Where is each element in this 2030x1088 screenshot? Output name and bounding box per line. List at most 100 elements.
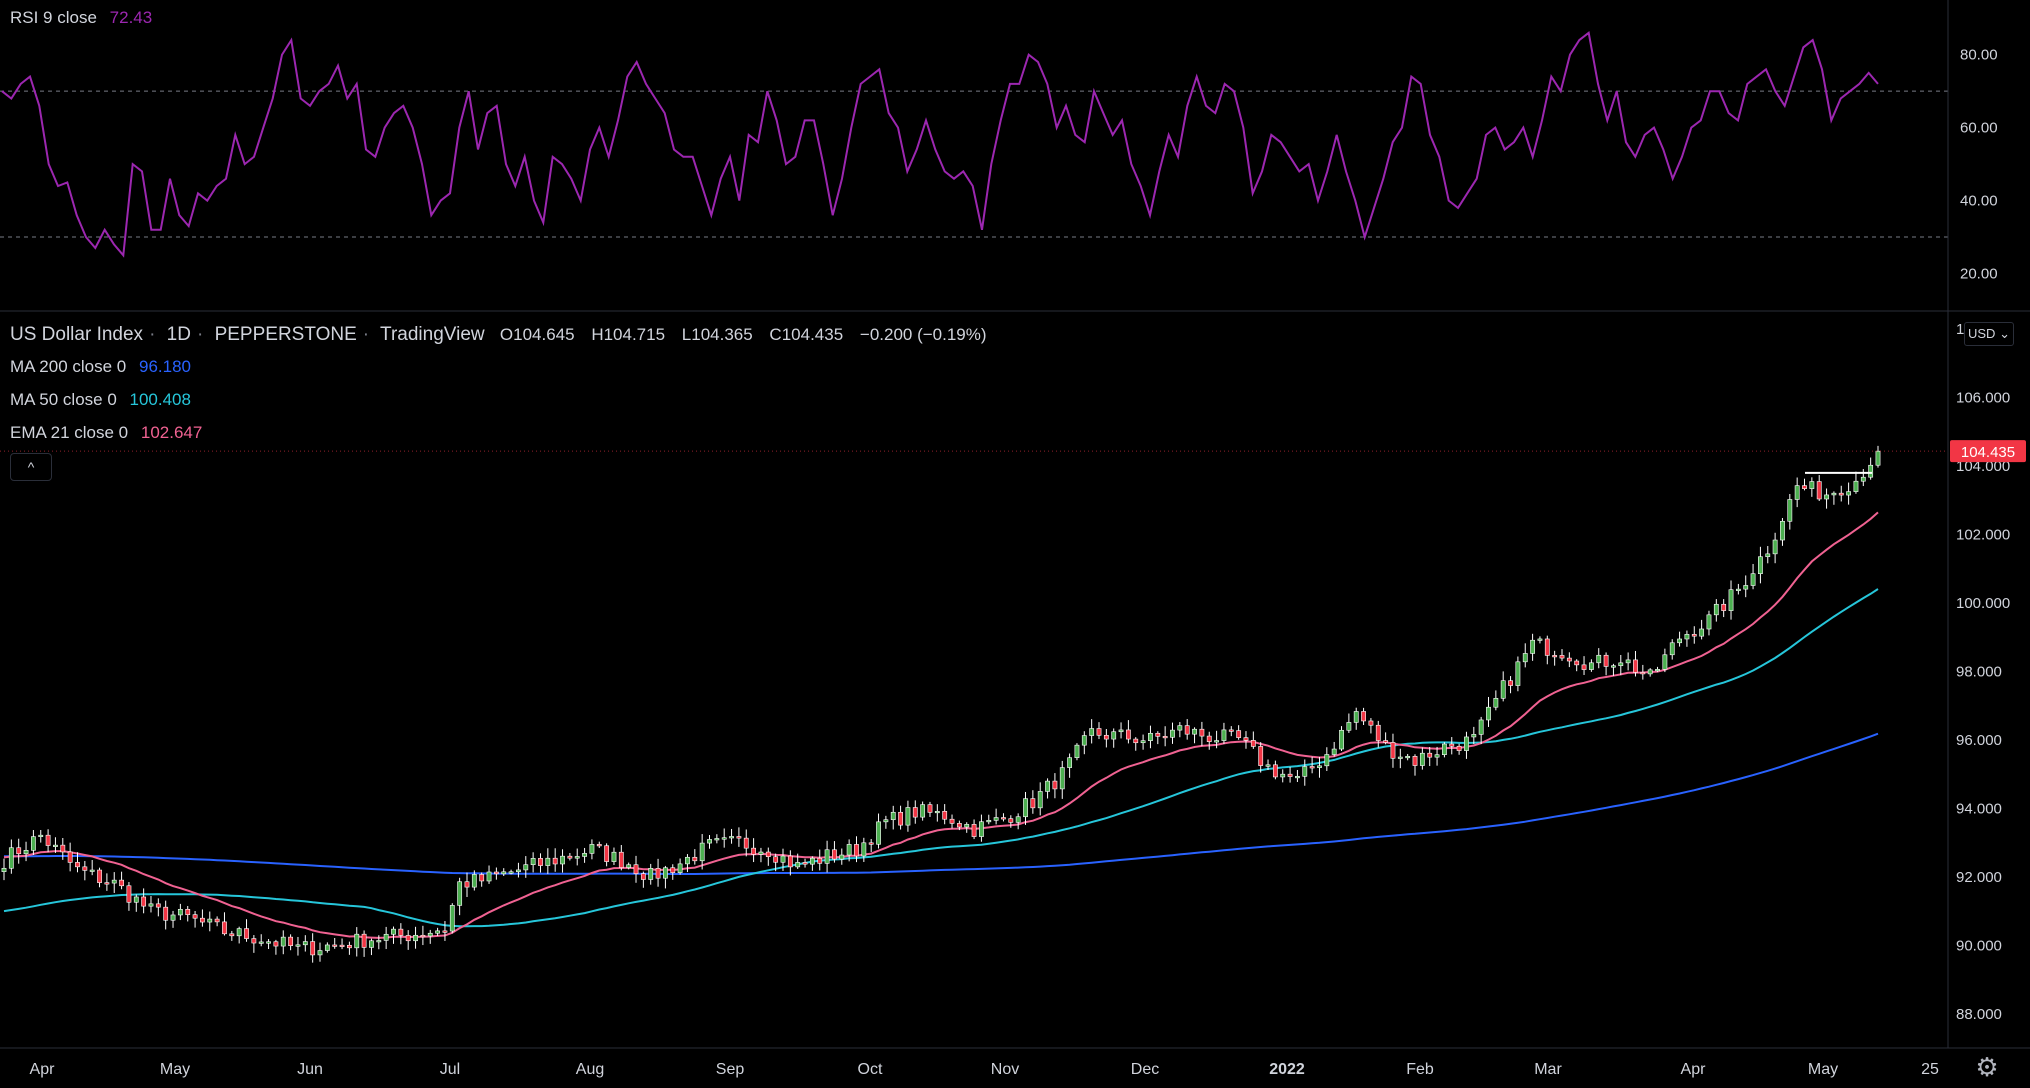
candle xyxy=(1390,733,1396,768)
candle-body xyxy=(1074,744,1080,758)
candle-body xyxy=(1486,706,1491,721)
candle-body xyxy=(8,847,14,869)
candle xyxy=(912,800,918,824)
candle-body xyxy=(1794,485,1800,500)
candle xyxy=(1081,731,1087,755)
candle xyxy=(949,814,955,829)
candle-body xyxy=(1618,662,1624,667)
candle-body xyxy=(1735,588,1741,591)
candle xyxy=(824,840,830,873)
candle xyxy=(817,849,823,871)
candle xyxy=(60,838,66,860)
price-tick-label: 104.000 xyxy=(1956,458,2010,475)
candle-body xyxy=(435,930,440,934)
collapse-legend-button[interactable]: ^ xyxy=(10,453,52,481)
candle-body xyxy=(787,855,793,868)
time-tick-label: Jul xyxy=(440,1061,460,1078)
candle xyxy=(567,853,573,861)
ma200-legend: MA 200 close 0 96.180 xyxy=(10,357,191,377)
currency-button[interactable]: USD ⌄ xyxy=(1964,322,2014,346)
candle xyxy=(508,869,514,875)
candle xyxy=(1228,726,1234,737)
candle xyxy=(1133,737,1139,751)
candle xyxy=(192,910,198,928)
time-tick-label: Apr xyxy=(1681,1061,1707,1078)
candle xyxy=(1522,643,1528,668)
candle xyxy=(905,800,911,832)
candle-body xyxy=(1816,481,1822,500)
gear-icon[interactable]: ⚙ xyxy=(1975,1052,1999,1082)
candle-body xyxy=(1272,764,1278,778)
candle-body xyxy=(1081,735,1087,746)
candle xyxy=(920,801,926,821)
ma50-line xyxy=(3,588,1879,928)
candle-body xyxy=(1838,492,1844,496)
candle-body xyxy=(1669,642,1675,656)
candle-body xyxy=(97,869,102,883)
candle-body xyxy=(809,857,815,865)
candle-body xyxy=(38,834,44,837)
candle xyxy=(765,847,771,866)
candle-body xyxy=(1302,766,1308,777)
candle xyxy=(942,804,948,825)
candle xyxy=(1669,639,1675,660)
candle xyxy=(633,855,639,883)
candle-body xyxy=(1412,756,1418,766)
candle xyxy=(1530,633,1535,661)
candle-body xyxy=(1287,773,1293,777)
candle-body xyxy=(1265,764,1271,767)
symbol-interval[interactable]: 1D xyxy=(166,324,191,345)
candle-body xyxy=(1647,669,1653,675)
candle-body xyxy=(1309,766,1315,769)
candle-body xyxy=(685,856,690,865)
candle xyxy=(155,898,161,917)
candle-body xyxy=(1162,736,1168,739)
candle xyxy=(288,934,294,951)
candle xyxy=(8,839,14,874)
candle-body xyxy=(251,938,257,944)
candle xyxy=(273,939,279,955)
candle xyxy=(1625,652,1631,671)
candle xyxy=(67,842,73,872)
candle xyxy=(1633,650,1638,677)
candle xyxy=(1566,652,1572,668)
candle xyxy=(420,925,426,946)
candle-body xyxy=(1728,589,1734,611)
candle-body xyxy=(1596,654,1602,664)
candle xyxy=(1728,580,1734,620)
candle xyxy=(1699,619,1705,640)
candle xyxy=(736,827,742,847)
candle xyxy=(927,801,933,817)
candle xyxy=(501,868,507,877)
candle xyxy=(1802,478,1807,491)
candle-body xyxy=(648,868,654,880)
candle xyxy=(1684,630,1690,647)
candle xyxy=(1059,760,1065,799)
candle xyxy=(1618,654,1624,676)
time-tick-label: Feb xyxy=(1406,1061,1434,1078)
candle-body xyxy=(1375,724,1381,741)
candle xyxy=(1170,722,1175,744)
candle xyxy=(1272,760,1278,780)
candle-body xyxy=(663,867,668,879)
candle-body xyxy=(523,864,529,871)
candle xyxy=(200,909,205,927)
candle-body xyxy=(604,845,610,862)
candle-body xyxy=(743,837,749,849)
candle-body xyxy=(177,909,183,916)
candle xyxy=(780,848,786,871)
candle xyxy=(1537,636,1543,644)
ma200-legend-value: 96.180 xyxy=(138,357,191,376)
price-tick-label: 98.000 xyxy=(1956,663,2002,680)
candle-body xyxy=(464,881,470,888)
candle xyxy=(1375,720,1381,748)
candle xyxy=(1383,732,1389,745)
candle xyxy=(1214,730,1219,749)
candle-body xyxy=(1875,450,1881,466)
candle-body xyxy=(45,834,51,846)
symbol-name[interactable]: US Dollar Index xyxy=(10,324,144,345)
candle xyxy=(1331,741,1337,757)
candle xyxy=(1192,727,1197,744)
candle-body xyxy=(964,824,970,828)
